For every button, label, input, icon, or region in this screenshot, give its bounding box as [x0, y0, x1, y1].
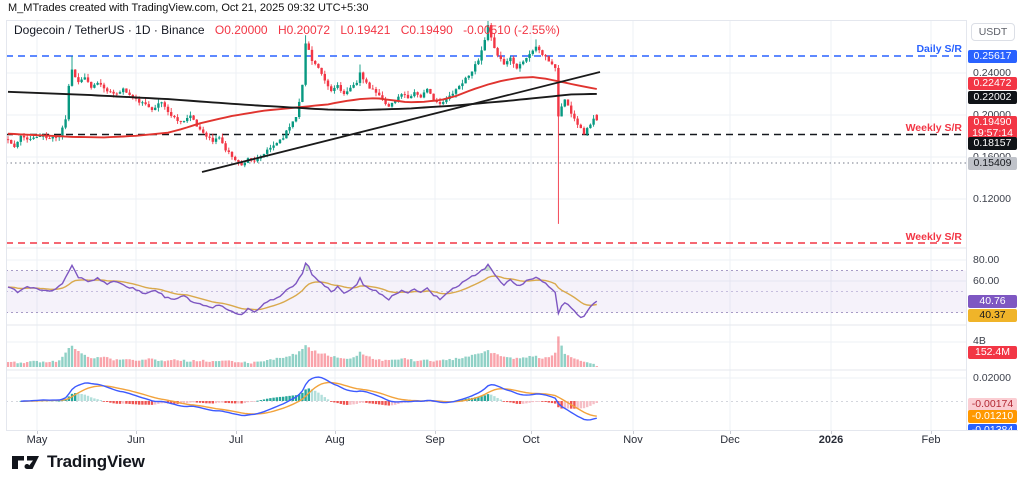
price-badge: -0.00174	[968, 397, 1017, 411]
black-ma-line	[7, 90, 597, 112]
price-badge: 0.25617	[968, 49, 1017, 63]
rsi-overbought-fill	[305, 263, 309, 271]
time-axis-label: Jun	[127, 434, 145, 446]
attribution-text: M_MTrades created with TradingView.com, …	[8, 2, 369, 14]
ohlc-open: O0.20000	[214, 23, 268, 37]
scale-tick: 4B	[973, 334, 986, 347]
time-axis-label: Aug	[325, 434, 345, 446]
axis-tick-mark	[531, 431, 532, 434]
sr-level-label: Weekly S/R	[905, 122, 962, 134]
candles-layer	[6, 25, 598, 166]
time-axis-label: Nov	[623, 434, 643, 446]
time-axis-label: Sep	[425, 434, 445, 446]
price-badge: 0.15409	[968, 156, 1017, 170]
macd-line	[20, 376, 597, 421]
ascending-trendline	[201, 71, 601, 173]
symbol-title[interactable]: Dogecoin / TetherUS · 1D · Binance	[14, 23, 205, 37]
axis-tick-mark	[37, 431, 38, 434]
price-scale[interactable]: USDT 0.240000.200000.160000.1200080.0060…	[966, 20, 1018, 448]
tradingview-brand-text[interactable]: TradingView	[47, 452, 145, 471]
time-axis[interactable]: May Jun Jul Aug Sep Oct Nov Dec 2026 Feb	[6, 430, 1018, 448]
time-axis-label: Oct	[522, 434, 540, 446]
ohlc-change: -0.00510 (-2.55%)	[463, 23, 560, 37]
time-axis-label: 2026	[818, 434, 844, 446]
scale-tick: 80.00	[973, 253, 1000, 266]
symbol-legend: Dogecoin / TetherUS · 1D · Binance O0.20…	[14, 23, 560, 37]
scale-tick: 0.12000	[973, 192, 1011, 205]
main-price-pane	[6, 20, 966, 244]
macd-signal-line	[20, 381, 597, 417]
tradingview-logo-icon[interactable]	[12, 455, 40, 470]
ohlc-close: C0.19490	[400, 23, 453, 37]
footer: TradingView	[12, 452, 145, 472]
axis-tick-mark	[335, 431, 336, 434]
axis-tick-mark	[633, 431, 634, 434]
macd-pane	[6, 376, 966, 421]
price-badge: 0.18157	[968, 136, 1017, 150]
price-badge: 0.22472	[968, 76, 1017, 90]
currency-toggle-button[interactable]: USDT	[971, 23, 1015, 41]
ohlc-high: H0.20072	[277, 23, 330, 37]
axis-tick-mark	[931, 431, 932, 434]
time-axis-label: Dec	[720, 434, 740, 446]
axis-tick-mark	[831, 431, 832, 434]
sr-level-label: Daily S/R	[916, 43, 962, 55]
axis-tick-mark	[730, 431, 731, 434]
scale-tick: 0.20000	[973, 108, 1011, 121]
scale-tick: 0.24000	[973, 66, 1011, 79]
axis-tick-mark	[236, 431, 237, 434]
ohlc-low: L0.19421	[340, 23, 391, 37]
red-ma-line	[7, 76, 597, 139]
time-axis-label: May	[26, 434, 48, 446]
volume-pane	[6, 336, 598, 367]
candle-wicks	[7, 20, 598, 224]
candle-countdown: 19:57:14	[972, 126, 1013, 139]
axis-tick-mark	[435, 431, 436, 434]
scale-tick: 0.02000	[973, 371, 1011, 384]
rsi-ma-line	[7, 275, 597, 311]
time-axis-label: Feb	[921, 434, 941, 446]
price-badge: 152.4M	[968, 345, 1017, 359]
gridlines	[6, 20, 1017, 430]
price-badge: 40.37	[968, 308, 1017, 322]
price-badge: 0.22002	[968, 90, 1017, 104]
time-axis-label: Jul	[228, 434, 244, 446]
axis-tick-mark	[136, 431, 137, 434]
sr-level-label: Weekly S/R	[905, 231, 962, 243]
price-badge: 0.19490 19:57:14	[968, 115, 1017, 139]
rsi-line	[7, 261, 598, 319]
price-badge: 40.76	[968, 294, 1017, 308]
price-badge: -0.01210	[968, 409, 1017, 423]
scale-tick: 60.00	[973, 274, 1000, 287]
rsi-pane	[6, 261, 966, 319]
